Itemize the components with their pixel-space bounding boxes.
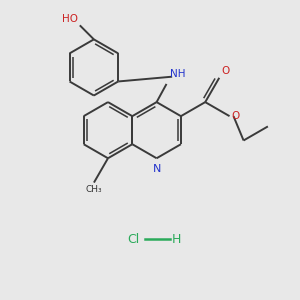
Text: CH₃: CH₃ — [85, 185, 102, 194]
Text: NH: NH — [170, 69, 185, 79]
Text: O: O — [231, 111, 239, 121]
Text: Cl: Cl — [128, 233, 140, 246]
Text: HO: HO — [62, 14, 78, 24]
Text: H: H — [172, 233, 181, 246]
Text: O: O — [221, 66, 229, 76]
Text: N: N — [152, 164, 161, 174]
